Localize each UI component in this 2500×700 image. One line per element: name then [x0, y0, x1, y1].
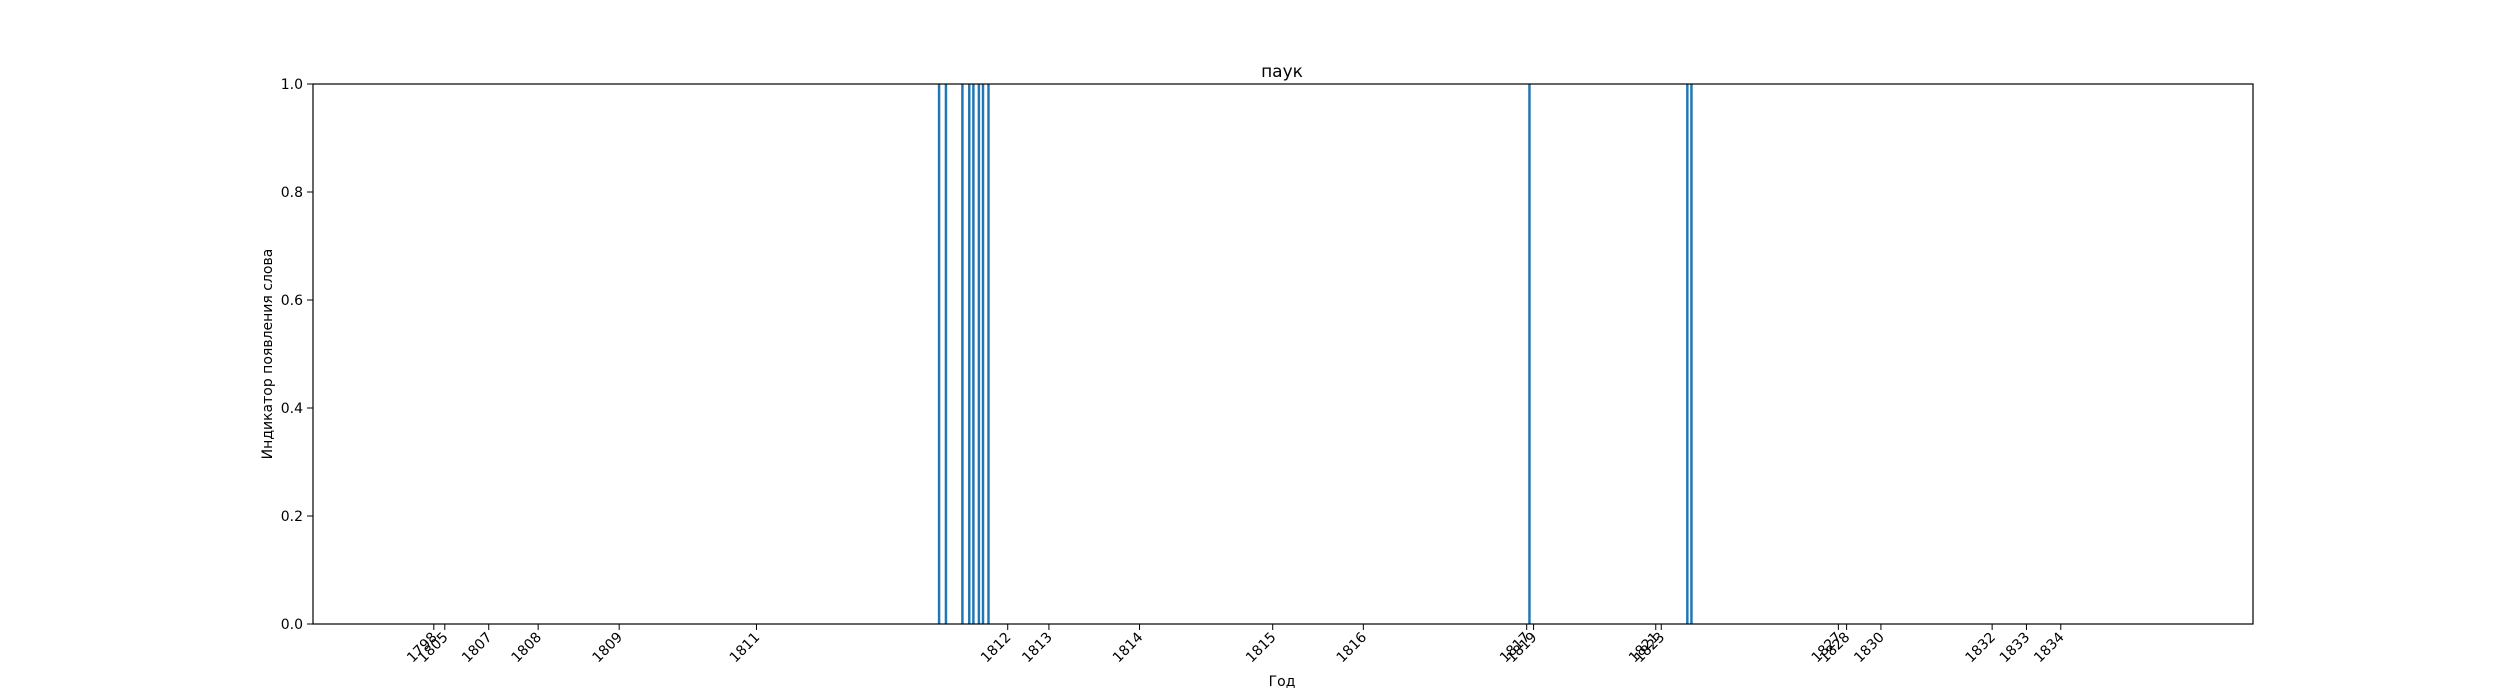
x-tick-label: 1832	[1962, 630, 1999, 667]
bar	[937, 84, 941, 624]
bar	[968, 84, 971, 624]
y-tick-label: 1.0	[281, 77, 303, 93]
x-tick-label: 1809	[589, 630, 626, 667]
x-tick-label: 1816	[1334, 629, 1371, 666]
y-tick-label: 0.0	[281, 617, 303, 633]
bar	[1690, 84, 1693, 624]
x-tick-label: 1812	[978, 630, 1015, 667]
bar	[981, 84, 985, 624]
bar	[944, 84, 948, 624]
x-tick-label: 1815	[1243, 630, 1280, 667]
bars-group	[937, 84, 1693, 624]
x-tick-label: 1811	[727, 630, 764, 667]
y-tick-label: 0.2	[281, 509, 303, 525]
y-axis: 0.0 0.2 0.4 0.6 0.8 1.0	[281, 77, 313, 633]
bar	[987, 84, 990, 624]
bar	[972, 84, 975, 624]
y-tick-label: 0.6	[281, 293, 303, 309]
chart-title: паук	[1261, 62, 1303, 82]
y-tick-label: 0.8	[281, 185, 303, 201]
x-tick-label: 1808	[508, 630, 545, 667]
x-tick-label: 1834	[2031, 629, 2068, 666]
x-tick-label: 1833	[1997, 630, 2034, 667]
x-tick-label: 1814	[1110, 629, 1147, 666]
x-tick-label: 1830	[1851, 630, 1888, 667]
x-axis-label: Год	[1269, 674, 1296, 690]
bar	[977, 84, 981, 624]
bar	[1686, 84, 1689, 624]
plot-frame	[312, 83, 2254, 625]
bar	[961, 84, 964, 624]
bar	[1528, 84, 1531, 624]
y-tick-label: 0.4	[281, 401, 303, 417]
x-tick-label: 1813	[1019, 630, 1056, 667]
x-tick-label: 1807	[459, 630, 496, 667]
y-axis-label: Индикатор появления слова	[260, 249, 276, 460]
